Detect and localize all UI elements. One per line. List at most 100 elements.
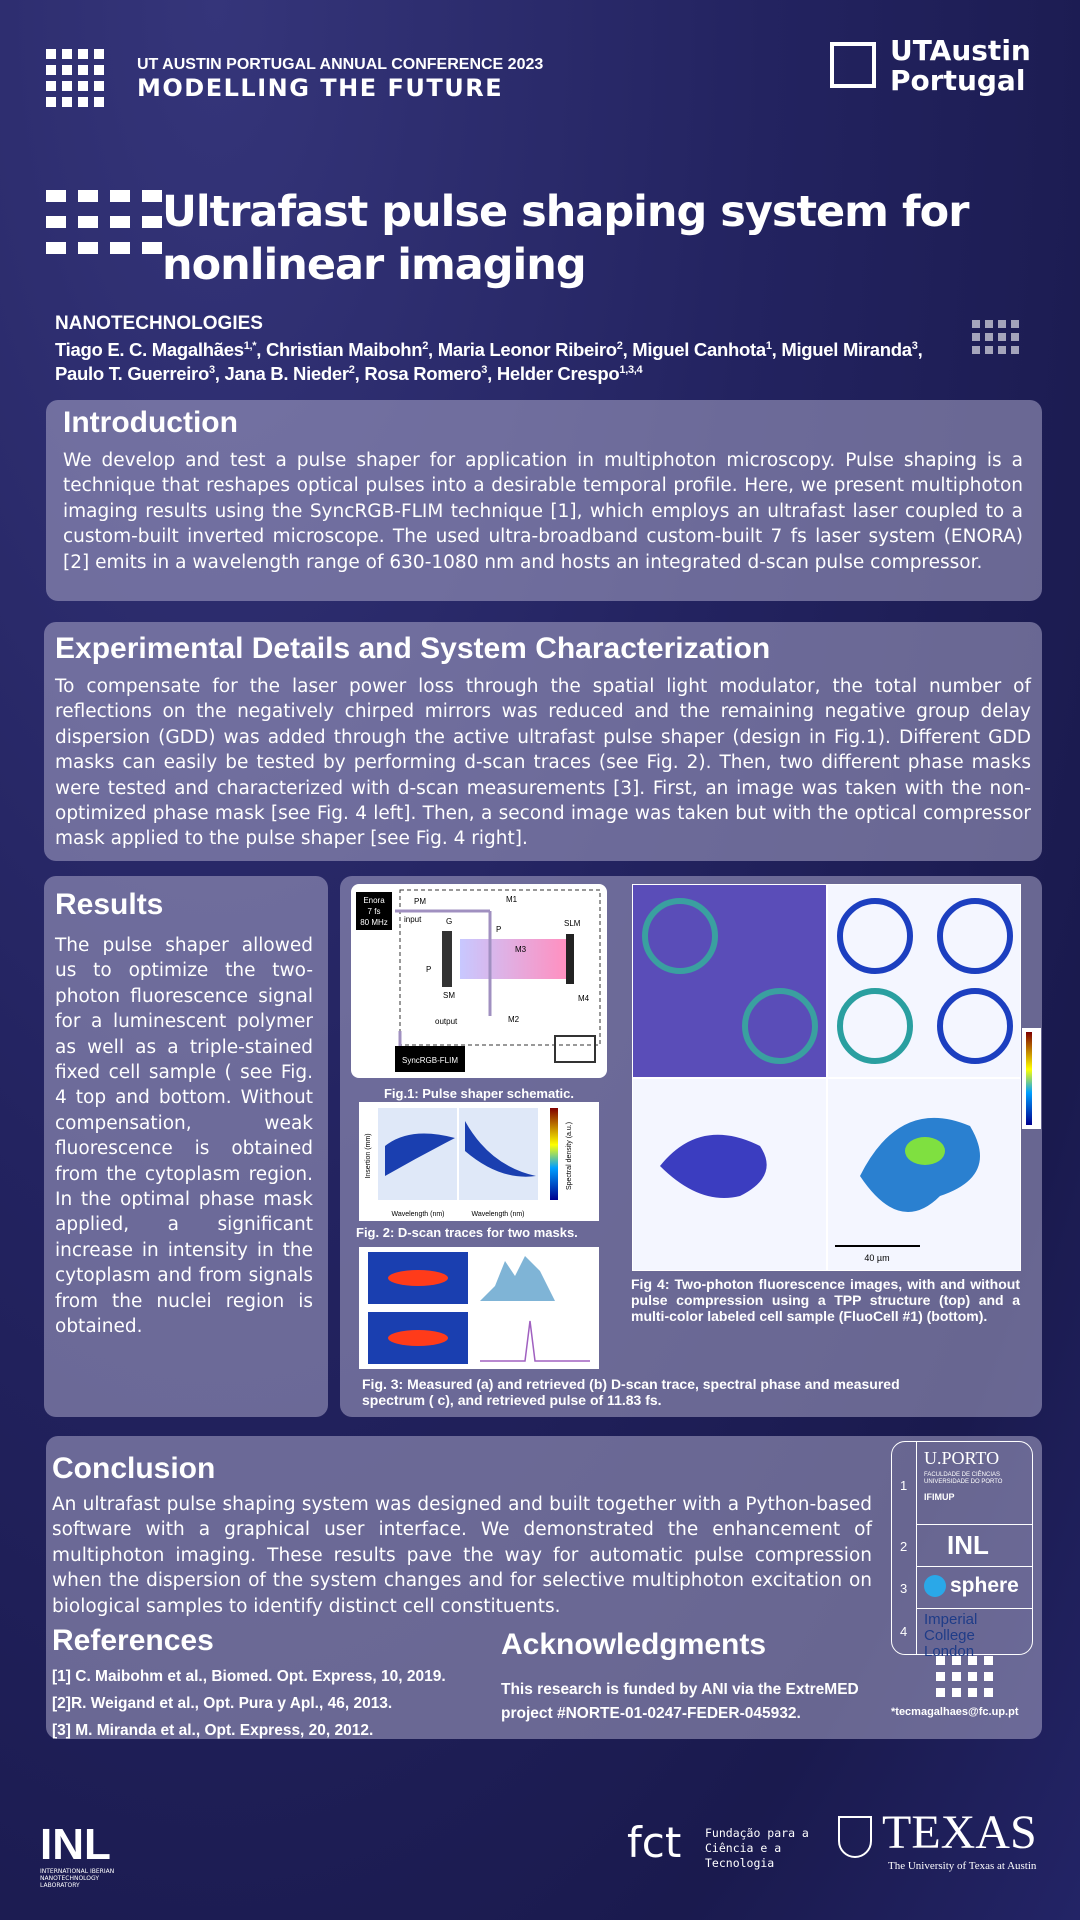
fig3-pulse bbox=[480, 1320, 590, 1362]
author-name: Tiago E. C. Magalhães bbox=[55, 339, 244, 361]
inl-logo: INL bbox=[40, 1820, 111, 1869]
fig1-label: M4 bbox=[578, 994, 590, 1003]
axis-label: Spectral density (a.u.) bbox=[566, 1122, 573, 1190]
laser-label: 7 fs bbox=[368, 907, 381, 916]
caption: Fig. 2: D-scan traces for two masks. bbox=[356, 1225, 578, 1240]
texas-shield bbox=[838, 1816, 872, 1858]
fig1-label: P bbox=[496, 925, 501, 934]
sm bbox=[442, 931, 452, 987]
author: Miguel Canhota1 bbox=[632, 339, 772, 361]
author: Maria Leonor Ribeiro2 bbox=[438, 339, 623, 360]
ring bbox=[937, 988, 1013, 1064]
author-name: Maria Leonor Ribeiro bbox=[437, 339, 617, 361]
author-name: Rosa Romero bbox=[364, 363, 482, 385]
ring bbox=[742, 988, 818, 1064]
logo-line: Portugal bbox=[890, 64, 1026, 97]
author-affil: 1,* bbox=[243, 340, 257, 352]
fig1-label: input bbox=[404, 915, 422, 924]
inl-sub: INTERNATIONAL IBERIAN NANOTECHNOLOGY LAB… bbox=[40, 1868, 115, 1889]
title-line: nonlinear imaging bbox=[162, 240, 587, 290]
section-text: The pulse shaper allowed us to optimize … bbox=[55, 935, 313, 1338]
fig1-label: G bbox=[446, 917, 452, 926]
figures: Enora 7 fs 80 MHz PM input G M1 P SLM M3… bbox=[351, 884, 1041, 1369]
affil-line bbox=[917, 1566, 1032, 1567]
fig1-label: M2 bbox=[508, 1015, 520, 1024]
author-affil: 3 bbox=[911, 340, 918, 352]
section-heading: Acknowledgments bbox=[501, 1628, 767, 1661]
scale-label: 40 µm bbox=[864, 1253, 889, 1263]
affil-logo: sphere bbox=[950, 1574, 1019, 1597]
fig2-blob bbox=[465, 1121, 536, 1177]
affil-logo: Imperial College London bbox=[924, 1611, 978, 1660]
ring bbox=[837, 898, 913, 974]
fct-logo: fct bbox=[627, 1818, 682, 1867]
texas-sub: The University of Texas at Austin bbox=[888, 1860, 1037, 1872]
section-text: To compensate for the laser power loss t… bbox=[55, 676, 1031, 850]
nucleus bbox=[905, 1137, 945, 1165]
author-affil: 2 bbox=[616, 340, 623, 352]
fig4-img bbox=[633, 885, 826, 1077]
fig4-cbar bbox=[1026, 1032, 1032, 1125]
author-name: Miguel Canhota bbox=[632, 339, 766, 361]
author: Helder Crespo1,3,4 bbox=[497, 363, 643, 384]
section-text: An ultrafast pulse shaping system was de… bbox=[52, 1494, 872, 1617]
slm bbox=[566, 934, 574, 984]
experimental-box: Experimental Details and System Characte… bbox=[44, 622, 1042, 861]
affil-number: 1 bbox=[900, 1478, 908, 1493]
axis-label: Insertion (mm) bbox=[365, 1133, 372, 1178]
fig3-spectrum bbox=[480, 1256, 555, 1301]
section-heading: Conclusion bbox=[52, 1452, 216, 1485]
fig1-label: M3 bbox=[515, 945, 527, 954]
affiliations: 1 U.PORTO FACULDADE DE CIÊNCIAS UNIVERSI… bbox=[891, 1441, 1033, 1660]
flim-box bbox=[395, 1046, 465, 1072]
title-icon bbox=[46, 190, 162, 254]
affil-logo: U.PORTO bbox=[924, 1448, 1000, 1468]
author-affil: 2 bbox=[348, 364, 355, 377]
author-name: Christian Maibohn bbox=[265, 339, 423, 361]
fig3-peak bbox=[388, 1270, 448, 1286]
references: [1] C. Maibohm et al., Biomed. Opt. Expr… bbox=[52, 1663, 446, 1744]
affil-line bbox=[917, 1608, 1032, 1609]
author: Miguel Miranda3 bbox=[781, 339, 918, 361]
section-heading: References bbox=[52, 1624, 214, 1657]
fig1-panel bbox=[351, 884, 607, 1078]
computer bbox=[554, 1035, 596, 1063]
ring bbox=[642, 898, 718, 974]
author-name: Miguel Miranda bbox=[781, 339, 912, 361]
affil-logo: FACULDADE DE CIÊNCIAS UNIVERSIDADE DO PO… bbox=[924, 1472, 1003, 1485]
beam bbox=[460, 939, 566, 979]
author-affil: 1,3,4 bbox=[619, 364, 643, 377]
author-name: Helder Crespo bbox=[496, 363, 620, 385]
fig1-label: SyncRGB-FLIM bbox=[402, 1056, 458, 1065]
author: Paulo T. Guerreiro3 bbox=[55, 363, 215, 384]
axis-label: Wavelength (nm) bbox=[391, 1211, 444, 1218]
author-affil: 2 bbox=[422, 340, 429, 352]
author-affil: 1 bbox=[765, 340, 772, 352]
title: Ultrafast pulse shaping system for nonli… bbox=[162, 186, 969, 292]
laser-label: 80 MHz bbox=[360, 918, 388, 927]
section-heading: Introduction bbox=[63, 406, 238, 439]
conclusion-box: Conclusion An ultrafast pulse shaping sy… bbox=[46, 1436, 1042, 1739]
cell bbox=[860, 1117, 980, 1212]
section-text: We develop and test a pulse shaper for a… bbox=[63, 450, 1023, 573]
affil-line bbox=[917, 1524, 1032, 1525]
fig1-label: SLM bbox=[564, 919, 581, 928]
affil-number: 4 bbox=[900, 1624, 908, 1639]
section-heading: Results bbox=[55, 888, 164, 921]
author: Christian Maibohn2 bbox=[266, 339, 428, 360]
fig1-labels: PM input G M1 P SLM M3 P SM M4 output M2 bbox=[404, 895, 590, 1026]
results-box: Results The pulse shaper allowed us to o… bbox=[44, 876, 328, 1417]
fig1-label: P bbox=[426, 965, 431, 974]
conference: UT AUSTIN PORTUGAL ANNUAL CONFERENCE 202… bbox=[137, 56, 544, 73]
author-name: Jana B. Nieder bbox=[224, 363, 349, 385]
laser-label: Enora bbox=[363, 896, 385, 905]
axis-label: Wavelength (nm) bbox=[471, 1211, 524, 1218]
figures-box: Enora 7 fs 80 MHz PM input G M1 P SLM M3… bbox=[340, 876, 1042, 1417]
title-line: Ultrafast pulse shaping system for bbox=[162, 187, 969, 237]
author-affil: 3 bbox=[481, 364, 488, 377]
affil-logo: IFIMUP bbox=[924, 1492, 955, 1502]
affil-number: 2 bbox=[900, 1539, 908, 1554]
acknowledgments-text: This research is funded by ANI via the E… bbox=[501, 1681, 859, 1722]
logo-line: UTAustin bbox=[890, 34, 1031, 67]
